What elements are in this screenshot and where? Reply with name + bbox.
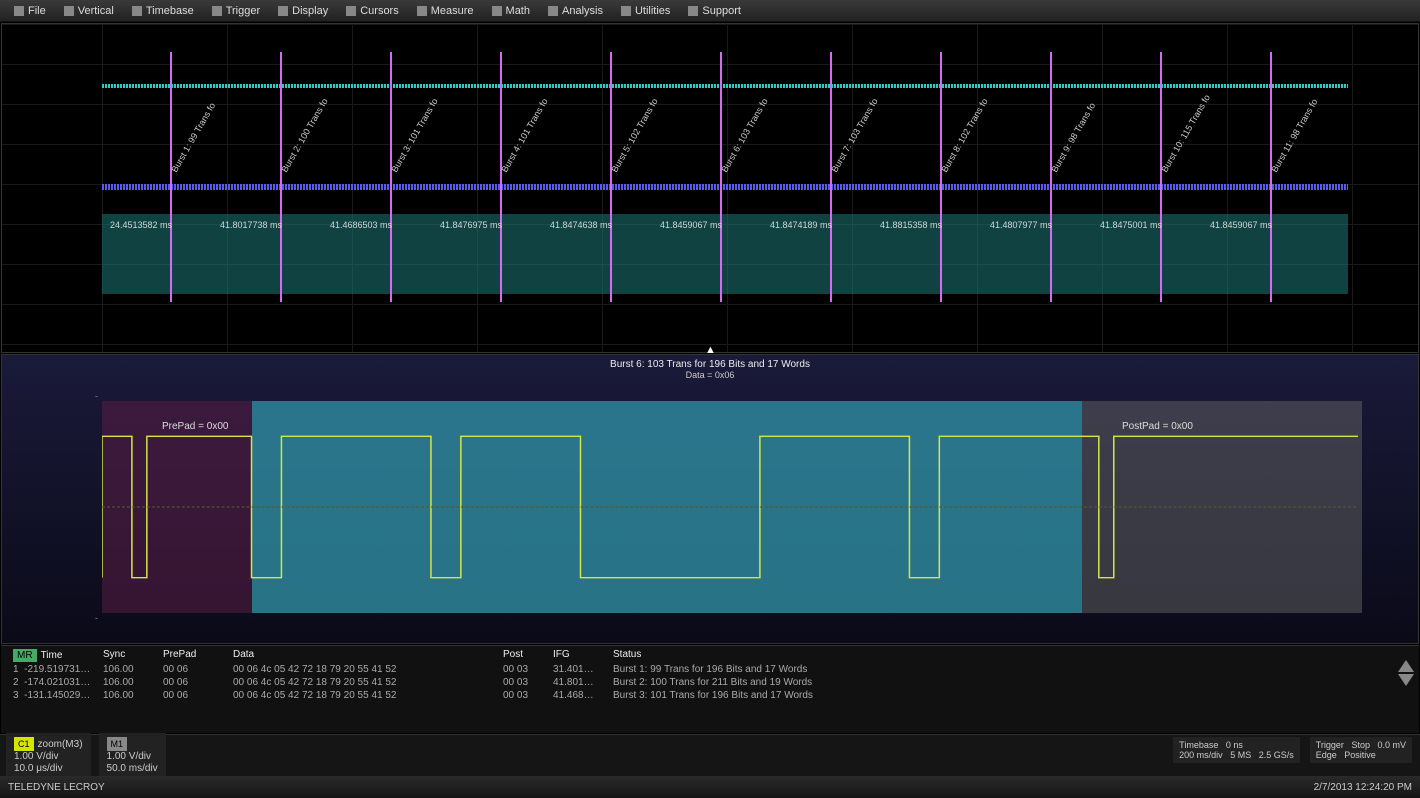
burst-marker-3 <box>390 52 392 302</box>
burst-marker-11 <box>1270 52 1272 302</box>
curs-icon <box>346 6 356 16</box>
burst-marker-5 <box>610 52 612 302</box>
disp-icon <box>278 6 288 16</box>
trigger-info-box[interactable]: Trigger Stop 0.0 mV Edge Positive <box>1310 737 1412 763</box>
burst-time-1: 24.4513582 ms <box>110 220 172 230</box>
burst-marker-1 <box>170 52 172 302</box>
c1-tag: C1 <box>14 737 34 751</box>
burst-marker-2 <box>280 52 282 302</box>
burst-time-8: 41.8815358 ms <box>880 220 942 230</box>
zoom-left-axis: - - <box>82 391 102 623</box>
col-ifg: IFG <box>547 649 607 662</box>
col-data: Data <box>227 649 497 662</box>
burst-time-10: 41.8475001 ms <box>1100 220 1162 230</box>
menu-trigger[interactable]: Trigger <box>204 3 268 19</box>
burst-marker-9 <box>1050 52 1052 302</box>
menubar: FileVerticalTimebaseTriggerDisplayCursor… <box>0 0 1420 22</box>
menu-display[interactable]: Display <box>270 3 336 19</box>
zoom-burst-title: Burst 6: 103 Trans for 196 Bits and 17 W… <box>2 359 1418 370</box>
burst-marker-4 <box>500 52 502 302</box>
col-status: Status <box>607 649 1413 662</box>
supp-icon <box>688 6 698 16</box>
menu-cursors[interactable]: Cursors <box>338 3 407 19</box>
scroll-down-button[interactable] <box>1398 674 1414 686</box>
menu-measure[interactable]: Measure <box>409 3 482 19</box>
col-time: Time <box>41 650 63 661</box>
table-scroll-buttons <box>1398 660 1414 686</box>
menu-vertical[interactable]: Vertical <box>56 3 122 19</box>
scroll-up-button[interactable] <box>1398 660 1414 672</box>
zoom-waveform-trace <box>102 401 1358 613</box>
zoom-burst-subtitle: Data = 0x06 <box>2 370 1418 380</box>
burst-time-3: 41.4686503 ms <box>330 220 392 230</box>
burst-time-4: 41.8476975 ms <box>440 220 502 230</box>
zoom-plot-area: PrePad = 0x00 PostPad = 0x00 <box>102 391 1358 623</box>
burst-time-6: 41.8459067 ms <box>660 220 722 230</box>
util-icon <box>621 6 631 16</box>
zoom-waveform-panel: Burst 6: 103 Trans for 196 Bits and 17 W… <box>1 354 1419 644</box>
channel-c1-box[interactable]: C1zoom(M3) 1.00 V/div 10.0 μs/div <box>6 733 91 779</box>
menu-analysis[interactable]: Analysis <box>540 3 611 19</box>
menu-support[interactable]: Support <box>680 3 749 19</box>
burst-marker-6 <box>720 52 722 302</box>
burst-time-2: 41.8017738 ms <box>220 220 282 230</box>
vert-icon <box>64 6 74 16</box>
burst-marker-10 <box>1160 52 1162 302</box>
table-row[interactable]: 3 -131.145029…106.0000 0600 06 4c 05 42 … <box>7 689 1413 702</box>
decode-table-panel: MR Time Sync PrePad Data Post IFG Status… <box>1 645 1419 733</box>
col-post: Post <box>497 649 547 662</box>
brand-label: TELEDYNE LECROY <box>8 782 105 793</box>
file-icon <box>14 6 24 16</box>
channel-m1-box[interactable]: M1 1.00 V/div 50.0 ms/div <box>99 733 166 779</box>
burst-time-7: 41.8474189 ms <box>770 220 832 230</box>
menu-utilities[interactable]: Utilities <box>613 3 678 19</box>
burst-marker-7 <box>830 52 832 302</box>
statusbar: TELEDYNE LECROY 2/7/2013 12:24:20 PM <box>0 776 1420 798</box>
trig-icon <box>212 6 222 16</box>
m1-tag: M1 <box>107 737 128 751</box>
time-icon <box>132 6 142 16</box>
meas-icon <box>417 6 427 16</box>
table-row[interactable]: 2 -174.021031…106.0000 0600 06 4c 05 42 … <box>7 676 1413 689</box>
col-sync: Sync <box>97 649 157 662</box>
menu-file[interactable]: File <box>6 3 54 19</box>
timebase-info-box[interactable]: Timebase 0 ns 200 ms/div 5 MS 2.5 GS/s <box>1173 737 1300 763</box>
col-prepad: PrePad <box>157 649 227 662</box>
table-header-row: MR Time Sync PrePad Data Post IFG Status <box>7 648 1413 663</box>
table-row[interactable]: 1 -219.519731…106.0000 0600 06 4c 05 42 … <box>7 663 1413 676</box>
menu-timebase[interactable]: Timebase <box>124 3 202 19</box>
anal-icon <box>548 6 558 16</box>
math-icon <box>492 6 502 16</box>
burst-time-11: 41.8459067 ms <box>1210 220 1272 230</box>
table-tag: MR <box>13 649 37 662</box>
burst-time-5: 41.8474638 ms <box>550 220 612 230</box>
footer-info-bar: C1zoom(M3) 1.00 V/div 10.0 μs/div M1 1.0… <box>0 734 1420 776</box>
center-trigger-marker: ▲ <box>705 344 715 354</box>
datetime-label: 2/7/2013 12:24:20 PM <box>1314 782 1412 793</box>
burst-time-9: 41.4807977 ms <box>990 220 1052 230</box>
menu-math[interactable]: Math <box>484 3 538 19</box>
upper-waveform-panel: Burst 1: 99 Trans fo24.4513582 msBurst 2… <box>1 23 1419 353</box>
burst-marker-8 <box>940 52 942 302</box>
